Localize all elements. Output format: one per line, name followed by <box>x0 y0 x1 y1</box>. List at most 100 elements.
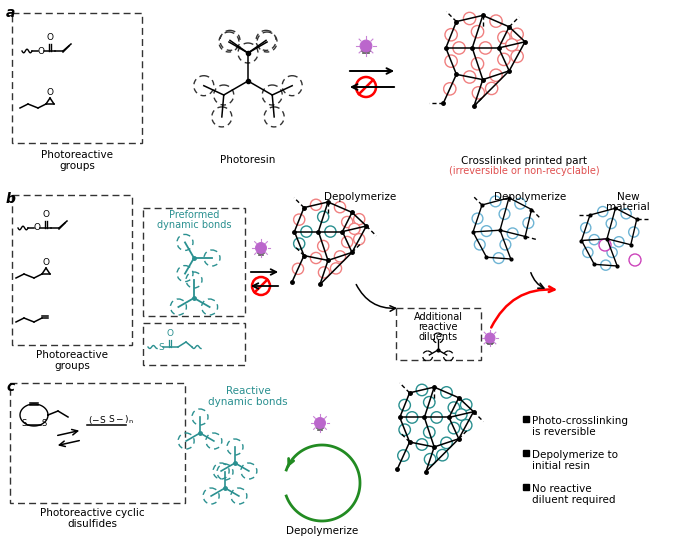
Circle shape <box>448 423 460 434</box>
Circle shape <box>471 26 484 38</box>
Circle shape <box>621 209 631 219</box>
Circle shape <box>581 222 591 233</box>
Circle shape <box>493 253 504 263</box>
Text: Depolymerize: Depolymerize <box>324 192 396 202</box>
Text: Photoreactive cyclic: Photoreactive cyclic <box>40 508 145 518</box>
Circle shape <box>479 42 492 54</box>
Circle shape <box>589 235 599 245</box>
Circle shape <box>353 214 365 225</box>
Circle shape <box>445 55 458 67</box>
Circle shape <box>342 236 353 248</box>
Text: dynamic bonds: dynamic bonds <box>157 220 232 230</box>
Circle shape <box>472 87 484 99</box>
Text: diluent required: diluent required <box>532 495 616 505</box>
Text: Photoresin: Photoresin <box>221 155 275 165</box>
Circle shape <box>490 69 502 82</box>
Circle shape <box>436 449 448 461</box>
Circle shape <box>601 260 611 270</box>
Circle shape <box>523 217 534 229</box>
Text: Photoreactive: Photoreactive <box>41 150 113 160</box>
Circle shape <box>349 223 360 234</box>
Circle shape <box>599 239 611 251</box>
Circle shape <box>416 384 427 396</box>
Circle shape <box>448 402 460 413</box>
Circle shape <box>499 209 510 219</box>
Text: (irreversible or non-recyclable): (irreversible or non-recyclable) <box>449 166 599 176</box>
Circle shape <box>423 396 435 408</box>
Text: a: a <box>6 6 15 20</box>
Circle shape <box>629 227 639 237</box>
Circle shape <box>292 263 303 274</box>
Circle shape <box>464 71 476 83</box>
Circle shape <box>416 439 427 450</box>
Circle shape <box>440 437 452 449</box>
Text: Depolymerize to: Depolymerize to <box>532 450 618 460</box>
Circle shape <box>500 239 511 250</box>
Circle shape <box>597 206 608 217</box>
Circle shape <box>301 226 312 237</box>
Text: S: S <box>158 343 164 352</box>
Bar <box>12 195 132 345</box>
Circle shape <box>464 12 476 25</box>
Circle shape <box>325 226 336 237</box>
Text: b: b <box>6 192 16 206</box>
Circle shape <box>606 219 616 229</box>
Circle shape <box>444 83 456 95</box>
Circle shape <box>360 40 372 52</box>
Text: O: O <box>34 224 41 233</box>
Text: material: material <box>606 202 650 212</box>
Text: Reactive: Reactive <box>225 386 271 396</box>
Circle shape <box>460 419 472 431</box>
Circle shape <box>481 226 492 236</box>
Circle shape <box>318 240 329 252</box>
Circle shape <box>507 228 518 239</box>
Circle shape <box>486 82 498 94</box>
Text: $\mathregular{S-)_n}$: $\mathregular{S-)_n}$ <box>108 414 134 427</box>
Circle shape <box>583 247 593 258</box>
Text: initial resin: initial resin <box>532 461 590 471</box>
Text: Photoreactive: Photoreactive <box>36 350 108 360</box>
Circle shape <box>445 29 458 41</box>
Text: O: O <box>42 210 49 219</box>
Circle shape <box>453 42 465 54</box>
Circle shape <box>334 251 346 262</box>
Circle shape <box>472 213 483 224</box>
Text: c: c <box>6 380 14 394</box>
Circle shape <box>399 424 410 435</box>
Circle shape <box>314 418 325 428</box>
Text: Crosslinked printed part: Crosslinked printed part <box>461 156 587 166</box>
Text: Preformed: Preformed <box>169 210 219 220</box>
Text: groups: groups <box>54 361 90 371</box>
Circle shape <box>319 267 329 278</box>
Bar <box>12 13 142 143</box>
Bar <box>143 208 245 316</box>
Circle shape <box>353 234 365 245</box>
Circle shape <box>256 243 266 253</box>
Circle shape <box>399 399 410 411</box>
Circle shape <box>440 387 452 398</box>
Text: S: S <box>41 419 47 429</box>
Circle shape <box>511 28 523 40</box>
Text: is reversible: is reversible <box>532 427 596 437</box>
Text: groups: groups <box>59 161 95 171</box>
Circle shape <box>318 211 329 222</box>
Text: Depolymerize: Depolymerize <box>494 192 566 202</box>
Circle shape <box>490 15 502 27</box>
Text: Photo-crosslinking: Photo-crosslinking <box>532 416 628 426</box>
Circle shape <box>456 409 467 420</box>
Text: $\mathregular{(-S}$: $\mathregular{(-S}$ <box>88 414 106 426</box>
Text: reactive: reactive <box>419 322 458 332</box>
Text: No reactive: No reactive <box>532 484 592 494</box>
Circle shape <box>474 239 485 250</box>
Text: Depolymerize: Depolymerize <box>286 526 358 536</box>
Circle shape <box>406 411 418 423</box>
Text: O: O <box>47 33 53 42</box>
Circle shape <box>498 31 510 44</box>
Circle shape <box>607 247 617 258</box>
Circle shape <box>490 196 501 207</box>
Bar <box>396 308 481 360</box>
Text: O: O <box>166 329 173 338</box>
Circle shape <box>485 333 495 343</box>
Text: O: O <box>42 258 49 267</box>
Circle shape <box>629 254 641 266</box>
